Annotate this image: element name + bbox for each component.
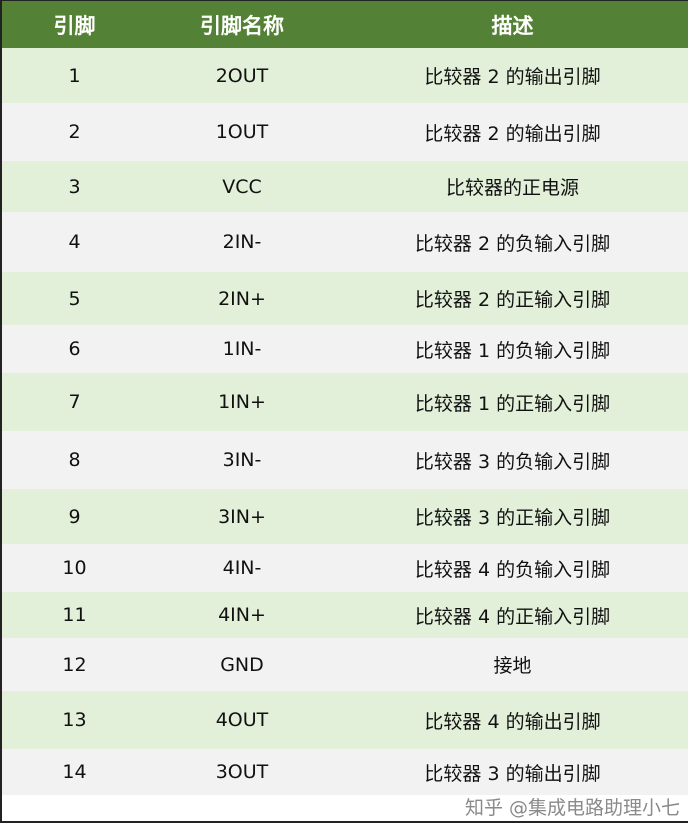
- pin-number: 9: [2, 489, 147, 544]
- pin-number: 1: [2, 48, 147, 103]
- pin-number: 2: [2, 103, 147, 161]
- pin-number: 8: [2, 431, 147, 489]
- table-row: 12 GND 接地: [2, 638, 688, 691]
- table-row: 6 1IN- 比较器 1 的负输入引脚: [2, 325, 688, 373]
- pin-description: 比较器 2 的正输入引脚: [337, 272, 688, 325]
- pin-number: 12: [2, 638, 147, 691]
- table-row: 1 2OUT 比较器 2 的输出引脚: [2, 48, 688, 103]
- pin-name: 2IN+: [147, 272, 337, 325]
- table-row: 2 1OUT 比较器 2 的输出引脚: [2, 103, 688, 161]
- table-row: 3 VCC 比较器的正电源: [2, 161, 688, 212]
- pin-name: 4IN+: [147, 592, 337, 638]
- pin-number: 4: [2, 212, 147, 272]
- pin-description: 比较器 2 的输出引脚: [337, 48, 688, 103]
- pin-number: 11: [2, 592, 147, 638]
- pin-description: 接地: [337, 638, 688, 691]
- header-pin-name: 引脚名称: [147, 1, 337, 48]
- pin-name: 2OUT: [147, 48, 337, 103]
- pin-description: 比较器 2 的输出引脚: [337, 103, 688, 161]
- pin-number: 10: [2, 544, 147, 592]
- watermark: 知乎 @集成电路助理小七: [464, 797, 680, 819]
- pin-description: 比较器 1 的负输入引脚: [337, 325, 688, 373]
- pin-description: 比较器 4 的输出引脚: [337, 691, 688, 749]
- table-row: 7 1IN+ 比较器 1 的正输入引脚: [2, 373, 688, 431]
- pin-name: 1OUT: [147, 103, 337, 161]
- pin-name: 1IN-: [147, 325, 337, 373]
- pin-description: 比较器 3 的负输入引脚: [337, 431, 688, 489]
- pin-description: 比较器 2 的负输入引脚: [337, 212, 688, 272]
- table-header: 引脚 引脚名称 描述: [2, 1, 688, 48]
- pin-description: 比较器 1 的正输入引脚: [337, 373, 688, 431]
- pin-name: GND: [147, 638, 337, 691]
- header-description: 描述: [337, 1, 688, 48]
- table-row: 8 3IN- 比较器 3 的负输入引脚: [2, 431, 688, 489]
- pin-number: 13: [2, 691, 147, 749]
- table-row: 5 2IN+ 比较器 2 的正输入引脚: [2, 272, 688, 325]
- pin-description: 比较器的正电源: [337, 161, 688, 212]
- pin-number: 7: [2, 373, 147, 431]
- pin-name: 3OUT: [147, 749, 337, 795]
- pin-name: VCC: [147, 161, 337, 212]
- pin-description: 比较器 3 的正输入引脚: [337, 489, 688, 544]
- table-row: 14 3OUT 比较器 3 的输出引脚: [2, 749, 688, 795]
- pin-name: 3IN+: [147, 489, 337, 544]
- table-row: 11 4IN+ 比较器 4 的正输入引脚: [2, 592, 688, 638]
- table-row: 4 2IN- 比较器 2 的负输入引脚: [2, 212, 688, 272]
- table-row: 10 4IN- 比较器 4 的负输入引脚: [2, 544, 688, 592]
- pin-name: 2IN-: [147, 212, 337, 272]
- pin-description: 比较器 4 的负输入引脚: [337, 544, 688, 592]
- pin-name: 1IN+: [147, 373, 337, 431]
- table-row: 13 4OUT 比较器 4 的输出引脚: [2, 691, 688, 749]
- pin-table: 引脚 引脚名称 描述 1 2OUT 比较器 2 的输出引脚 2 1OUT 比较器 2 的输…: [2, 1, 688, 795]
- pin-number: 3: [2, 161, 147, 212]
- pin-name: 4OUT: [147, 691, 337, 749]
- pin-number: 14: [2, 749, 147, 795]
- pin-name: 4IN-: [147, 544, 337, 592]
- pin-name: 3IN-: [147, 431, 337, 489]
- pin-number: 6: [2, 325, 147, 373]
- pin-description: 比较器 3 的输出引脚: [337, 749, 688, 795]
- pin-number: 5: [2, 272, 147, 325]
- table-row: 9 3IN+ 比较器 3 的正输入引脚: [2, 489, 688, 544]
- header-pin: 引脚: [2, 1, 147, 48]
- pin-description: 比较器 4 的正输入引脚: [337, 592, 688, 638]
